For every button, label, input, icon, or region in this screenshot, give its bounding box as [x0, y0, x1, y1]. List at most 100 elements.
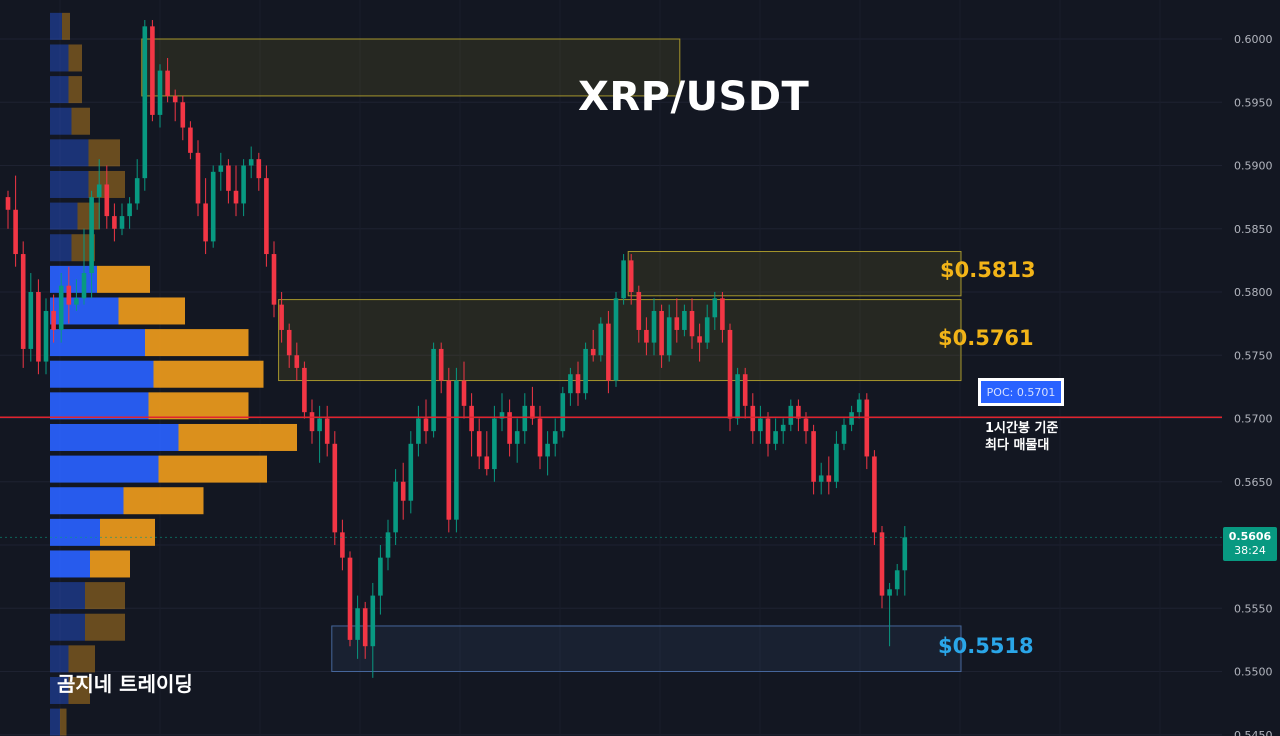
y-tick-label: 0.5550 — [1234, 602, 1273, 615]
candle-body — [537, 418, 543, 457]
candle-body — [864, 399, 870, 457]
candle-body — [689, 310, 695, 337]
poc-note-line2: 최다 매물대 — [985, 438, 1050, 453]
volume-bar-sell — [88, 139, 120, 167]
volume-bar-sell — [68, 676, 90, 704]
volume-bar-buy — [50, 708, 60, 736]
candle-body — [530, 405, 535, 419]
candle-body — [773, 431, 778, 444]
candle-body — [636, 292, 642, 330]
candle-body — [560, 393, 566, 432]
candle-body — [545, 443, 550, 457]
volume-bar-buy — [50, 613, 85, 641]
candle-body — [461, 380, 467, 406]
candle-body — [552, 431, 558, 444]
candle-body — [522, 405, 528, 432]
y-tick-label: 0.5750 — [1234, 349, 1273, 362]
volume-bar-buy — [50, 202, 78, 230]
candle-body — [583, 348, 588, 394]
candle-body — [651, 310, 657, 343]
candle-body — [20, 254, 26, 349]
y-tick-label: 0.5900 — [1234, 160, 1273, 173]
candle-body — [438, 348, 444, 381]
candle-body — [36, 292, 41, 362]
level-label-lower: $0.5518 — [938, 634, 1034, 658]
candle-body — [644, 329, 649, 343]
candle-body — [112, 216, 117, 229]
candle-body — [598, 323, 604, 356]
candle-body — [712, 298, 718, 318]
candle-body — [682, 310, 687, 330]
volume-bar-sell — [100, 518, 155, 546]
candle-body — [803, 418, 809, 432]
candle-body — [157, 70, 163, 115]
candle-body — [134, 178, 140, 204]
candle-body — [750, 405, 756, 432]
candle-body — [423, 418, 429, 432]
volume-bar-buy — [50, 12, 62, 40]
candle-body — [51, 310, 56, 330]
candle-body — [28, 292, 34, 349]
candle-body — [446, 380, 452, 520]
volume-bar-sell — [145, 329, 249, 357]
poc-note: 1시간봉 기준 최다 매물대 — [985, 420, 1085, 454]
candle-body — [43, 310, 49, 362]
volume-bar-sell — [68, 76, 82, 104]
volume-bar-sell — [158, 455, 267, 483]
poc-badge: POC: 0.5701 — [978, 378, 1064, 406]
candle-body — [294, 355, 300, 368]
candle-body — [872, 456, 877, 533]
candle-body — [324, 418, 330, 444]
candle-body — [226, 165, 231, 191]
candle-body — [210, 171, 216, 242]
volume-bar-sell — [71, 107, 90, 135]
level-label-upper: $0.5813 — [940, 258, 1036, 282]
candles — [5, 20, 908, 678]
volume-bar-sell — [153, 360, 264, 388]
volume-bar-sell — [178, 423, 297, 451]
candle-body — [393, 481, 398, 533]
candle-body — [606, 323, 611, 381]
candle-body — [590, 348, 596, 356]
candle-body — [362, 608, 368, 647]
volume-bar-sell — [90, 550, 130, 578]
candle-body — [180, 102, 186, 128]
candle-body — [476, 431, 482, 457]
candle-body — [704, 317, 710, 343]
candle-body — [317, 418, 322, 432]
candle-body — [902, 537, 908, 571]
candle-body — [514, 431, 520, 444]
candle-body — [887, 589, 892, 596]
volume-bar-buy — [50, 139, 89, 167]
candle-body — [674, 317, 680, 330]
candle-body — [378, 557, 383, 596]
candle-body — [780, 424, 786, 432]
volume-bar-buy — [50, 518, 100, 546]
candle-body — [742, 374, 748, 406]
candle-body — [340, 532, 345, 558]
volume-bar-sell — [118, 297, 185, 325]
candle-body — [628, 260, 634, 292]
candle-body — [856, 399, 862, 413]
candle-body — [735, 374, 740, 419]
volume-bar-buy — [50, 455, 159, 483]
candle-body — [286, 329, 292, 356]
volume-bar-buy — [50, 107, 72, 135]
candle-body — [233, 190, 239, 204]
candle-body — [248, 159, 254, 166]
candle-body — [119, 216, 125, 229]
poc-note-line1: 1시간봉 기준 — [985, 421, 1059, 436]
volume-bar-buy — [50, 44, 69, 72]
candle-body — [765, 418, 771, 444]
candle-body — [332, 443, 338, 533]
y-tick-label: 0.5700 — [1234, 413, 1273, 426]
candle-body — [279, 304, 284, 330]
volume-bar-buy — [50, 676, 69, 704]
zone-box — [278, 299, 962, 382]
candle-body — [666, 317, 672, 356]
candle-body — [879, 532, 885, 596]
candle-body — [150, 26, 155, 115]
candle-body — [96, 184, 102, 198]
